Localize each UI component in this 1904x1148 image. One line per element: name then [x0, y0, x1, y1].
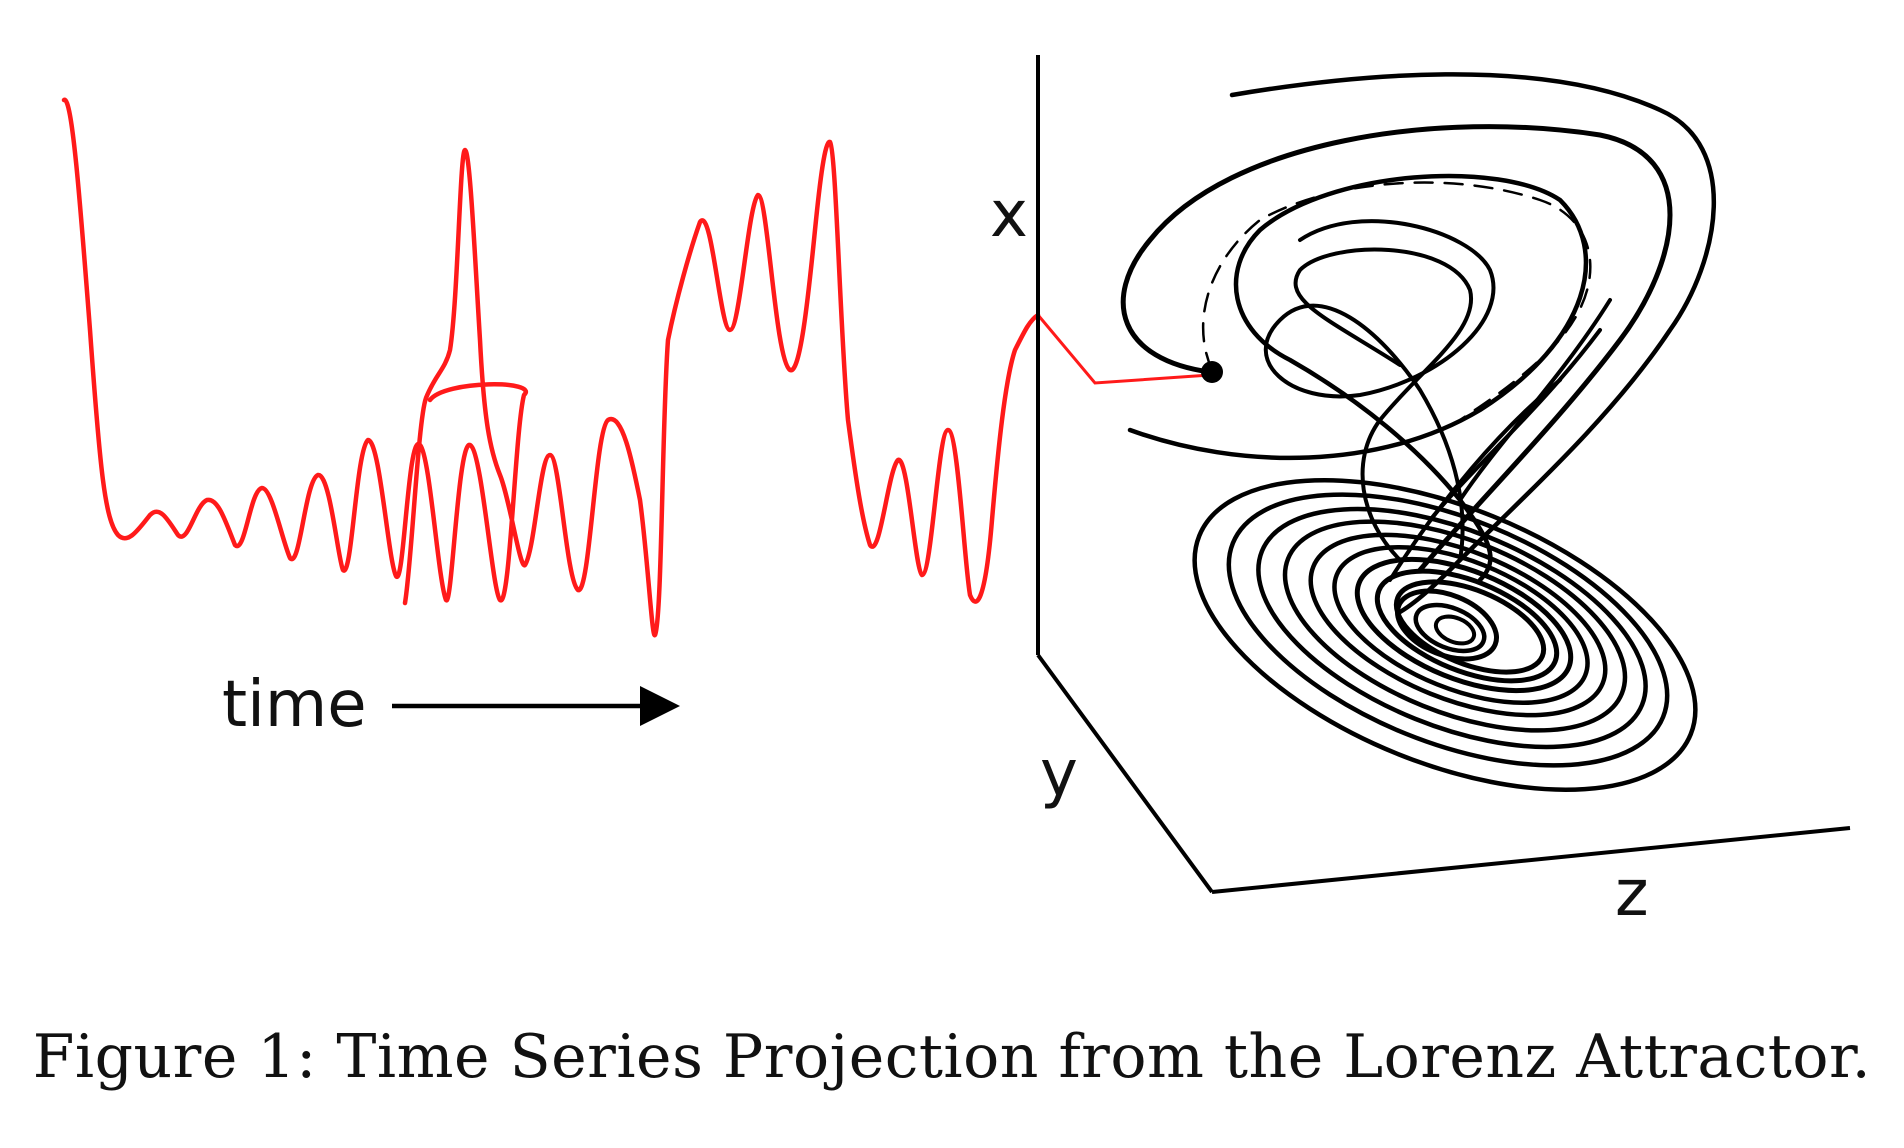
attractor-lower-ring-6: [1332, 545, 1590, 705]
z-axis-line: [1211, 826, 1851, 894]
y-axis-line: [1036, 653, 1214, 894]
attractor-upper-loop-1: [1120, 124, 1673, 573]
attractor-lower-ring-9: [1393, 579, 1547, 675]
attractor-lower-ring-12: [1433, 614, 1477, 646]
attractor-lower-ring-8: [1374, 568, 1560, 684]
attractor-outer-loop: [1229, 72, 1716, 615]
attractor-lower-ring-4: [1282, 519, 1628, 733]
attractor-upper-loop-4: [1293, 247, 1474, 562]
attractor-lower-ring-11: [1413, 602, 1487, 654]
attractor-lower-ring-5: [1308, 532, 1608, 718]
attractor-lower-ring-7: [1354, 556, 1574, 694]
attractor-lower-ring-2: [1226, 492, 1670, 768]
figure-caption: Figure 1: Time Series Projection from th…: [32, 1022, 1872, 1092]
projection-connector: [1036, 314, 1211, 385]
y-axis-label: y: [1040, 737, 1078, 811]
x-axis-label: x: [990, 178, 1028, 252]
attractor-current-point: [1201, 361, 1223, 383]
attractor-lower-ring-10: [1394, 588, 1500, 662]
attractor-crossing-3: [1388, 378, 1562, 582]
attractor-lower-ring-3: [1256, 506, 1648, 750]
attractor-dashed-path: [1201, 181, 1592, 422]
attractor-upper-loop-3: [1263, 219, 1496, 562]
z-axis-label: z: [1615, 857, 1649, 931]
time-arrow-head: [640, 686, 680, 726]
attractor-lower-ring-1: [1192, 478, 1698, 792]
attractor-upper-loop-2: [1127, 173, 1589, 583]
time-label: time: [222, 668, 367, 742]
lorenz-attractor: [1120, 72, 1716, 792]
time-series-curve: [61, 97, 1041, 638]
